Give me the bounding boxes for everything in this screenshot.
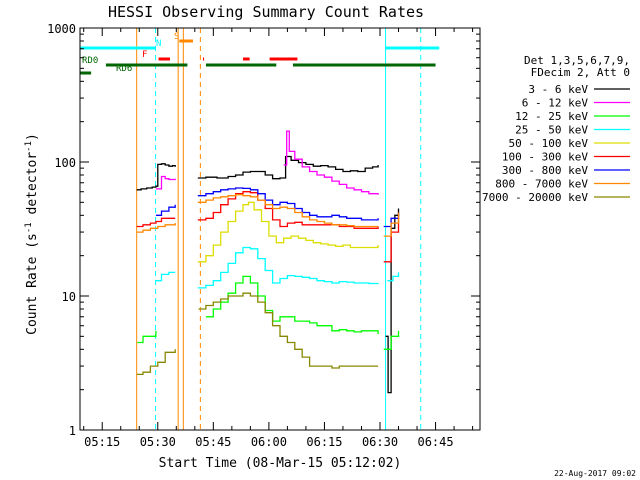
legend-label-7: 800 - 7000 keV bbox=[495, 178, 588, 191]
y-tick-label-2: 100 bbox=[54, 156, 76, 170]
plot-frame bbox=[79, 27, 481, 431]
legend-label-1: 6 - 12 keV bbox=[522, 97, 589, 110]
legend-label-0: 3 - 6 keV bbox=[528, 83, 588, 96]
chart-title: HESSI Observing Summary Count Rates bbox=[108, 3, 424, 21]
series-7-segment-0 bbox=[136, 223, 176, 233]
y-label-end: ) bbox=[25, 133, 40, 141]
series-2-segment-2 bbox=[383, 330, 400, 350]
y-tick-label-1: 10 bbox=[62, 290, 76, 304]
y-label-sup1: -1 bbox=[24, 222, 34, 233]
series-3-segment-2 bbox=[387, 272, 400, 282]
legend-label-8: 7000 - 20000 keV bbox=[482, 191, 588, 204]
x-tick-label-6: 06:45 bbox=[417, 435, 453, 449]
legend-label-6: 300 - 800 keV bbox=[502, 164, 588, 177]
series-2-segment-0 bbox=[137, 330, 157, 344]
status-label-n: N bbox=[156, 39, 161, 49]
series-6-segment-0 bbox=[155, 204, 176, 216]
series-5-segment-0 bbox=[136, 217, 176, 228]
status-label-rd6: RD6 bbox=[116, 64, 132, 74]
y-tick-label-3: 1000 bbox=[47, 22, 76, 36]
x-tick-label-0: 05:15 bbox=[84, 435, 120, 449]
x-tick-label-1: 05:30 bbox=[140, 435, 176, 449]
plot-area: N S F RD0 RD6 05:15 05:30 05:45 06:00 06:15 06:30 0… bbox=[47, 22, 481, 449]
series-1-segment-0 bbox=[155, 175, 176, 190]
y-tick-label-0: 1 bbox=[69, 424, 76, 438]
series-8-segment-1 bbox=[198, 292, 379, 369]
status-label-s: S bbox=[174, 32, 179, 42]
series-0-segment-1 bbox=[197, 155, 379, 180]
series-4-segment-0 bbox=[197, 201, 379, 263]
legend-label-2: 12 - 25 keV bbox=[515, 110, 588, 123]
series-1-segment-1 bbox=[283, 130, 379, 195]
series-5-segment-1 bbox=[197, 191, 379, 229]
series-3-segment-0 bbox=[155, 271, 176, 282]
status-label-rd0: RD0 bbox=[82, 56, 98, 66]
series-3-segment-1 bbox=[197, 246, 379, 289]
series-6-segment-1 bbox=[197, 187, 379, 221]
footer-timestamp: 22-Aug-2017 09:02 bbox=[554, 469, 636, 478]
y-label-mid: detector bbox=[25, 152, 40, 223]
svg-text:Count Rate (s-1 detector-1): Count Rate (s-1 detector-1) bbox=[24, 133, 40, 335]
y-axis-label: Count Rate (s-1 detector-1) bbox=[24, 133, 40, 335]
series-7-segment-2 bbox=[383, 212, 400, 237]
y-label-sup2: -1 bbox=[24, 141, 34, 152]
legend-title-1: FDecim 2, Att 0 bbox=[531, 66, 630, 79]
legend: Det 1,3,5,6,7,9,FDecim 2, Att 0 3 - 6 keV… bbox=[482, 54, 630, 204]
y-label-main: Count Rate (s bbox=[25, 233, 40, 335]
series-8-segment-0 bbox=[136, 349, 176, 376]
legend-label-3: 25 - 50 keV bbox=[515, 124, 588, 137]
x-tick-label-2: 05:45 bbox=[195, 435, 231, 449]
legend-label-4: 50 - 100 keV bbox=[509, 137, 589, 150]
x-axis-label: Start Time (08-Mar-15 05:12:02) bbox=[159, 456, 402, 471]
x-tick-label-5: 06:30 bbox=[362, 435, 398, 449]
legend-title-0: Det 1,3,5,6,7,9, bbox=[524, 54, 630, 67]
legend-label-5: 100 - 300 keV bbox=[502, 151, 588, 164]
status-label-f: F bbox=[142, 50, 147, 60]
x-tick-label-4: 06:15 bbox=[306, 435, 342, 449]
x-tick-label-3: 06:00 bbox=[251, 435, 287, 449]
series-2-segment-1 bbox=[205, 275, 379, 335]
series-7-segment-1 bbox=[197, 194, 379, 228]
series-0-segment-0 bbox=[136, 163, 176, 191]
